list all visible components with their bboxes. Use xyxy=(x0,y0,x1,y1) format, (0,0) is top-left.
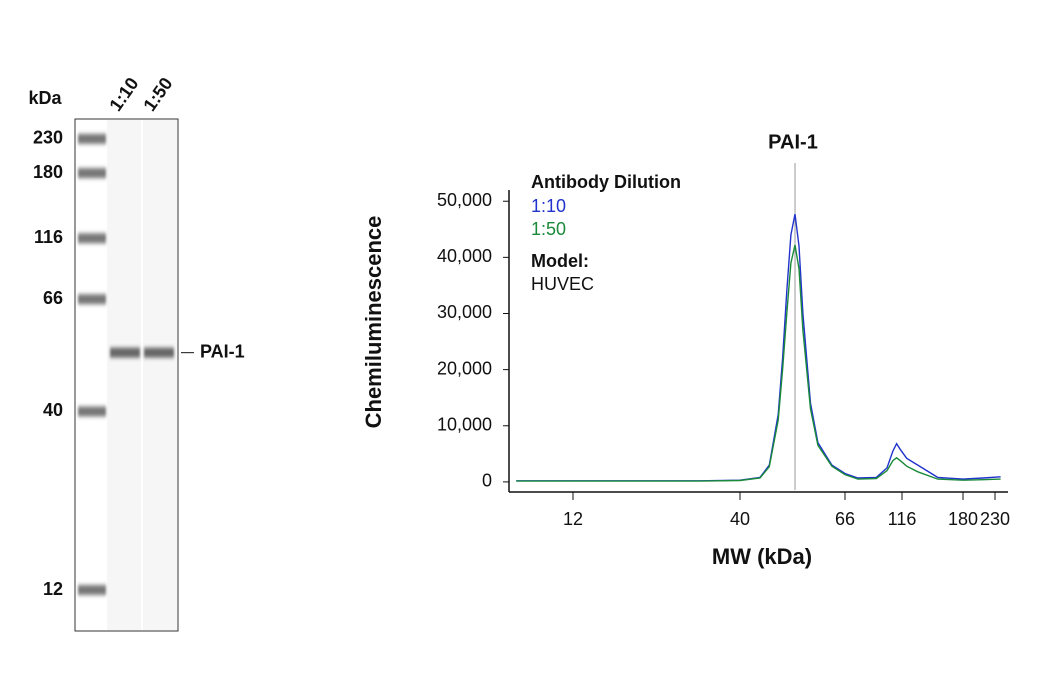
legend-entry: 1:10 xyxy=(531,196,566,216)
y-tick-label: 50,000 xyxy=(437,190,492,210)
y-tick-label: 20,000 xyxy=(437,358,492,378)
model-label: Model: xyxy=(531,251,589,271)
marker-label: 180 xyxy=(33,162,63,182)
lane-bg xyxy=(107,120,141,630)
annotation: PAI-1 xyxy=(768,131,818,153)
y-tick-label: 40,000 xyxy=(437,246,492,266)
marker-band xyxy=(78,168,106,179)
band xyxy=(110,347,140,358)
x-tick-label: 116 xyxy=(888,509,917,529)
y-tick-label: 30,000 xyxy=(437,302,492,322)
y-tick-label: 10,000 xyxy=(437,415,492,435)
marker-band xyxy=(78,406,106,417)
lane-bg xyxy=(143,120,177,630)
x-tick-label: 180 xyxy=(948,509,978,529)
lane-label: 1:10 xyxy=(105,74,142,115)
marker-band xyxy=(78,233,106,244)
series-line xyxy=(516,244,1001,482)
x-tick-label: 40 xyxy=(730,509,750,529)
marker-band xyxy=(78,585,106,595)
model: HUVEC xyxy=(531,274,594,294)
band-label: PAI-1 xyxy=(200,341,245,361)
marker-label: 40 xyxy=(43,400,63,420)
marker-label: 66 xyxy=(43,288,63,308)
blot-unit: kDa xyxy=(28,88,62,108)
marker-band xyxy=(78,133,106,144)
marker-band xyxy=(78,294,106,305)
y-tick-label: 0 xyxy=(482,471,492,491)
x-tick-label: 12 xyxy=(563,509,583,529)
marker-label: 12 xyxy=(43,579,63,599)
x-tick-label: 66 xyxy=(835,509,855,529)
lane-label: 1:50 xyxy=(139,74,176,115)
legend-title: Antibody Dilution xyxy=(531,172,681,192)
marker-label: 116 xyxy=(34,227,63,247)
band xyxy=(144,347,174,358)
y-axis-label: Chemiluminescence xyxy=(361,216,386,429)
x-tick-label: 230 xyxy=(980,509,1010,529)
x-axis-label: MW (kDa) xyxy=(712,544,812,569)
marker-label: 230 xyxy=(33,128,63,148)
legend-entry: 1:50 xyxy=(531,219,566,239)
